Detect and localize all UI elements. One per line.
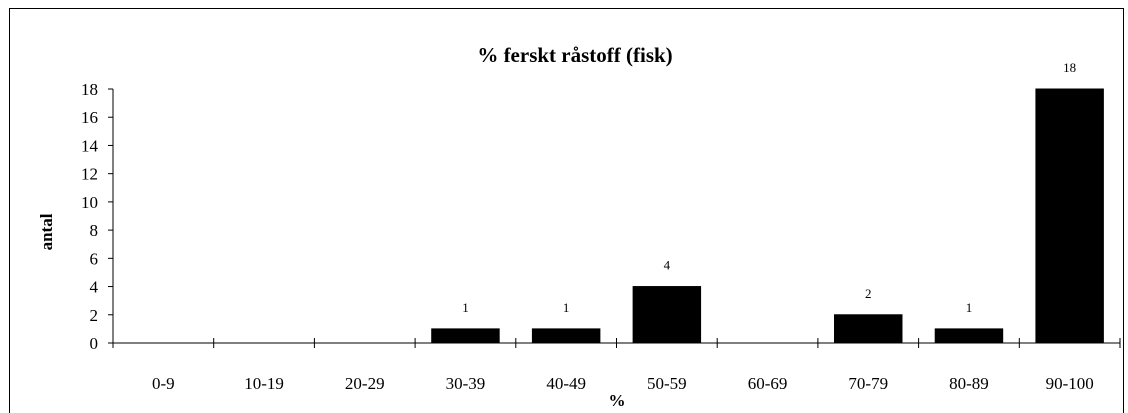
category-label: 50-59 — [647, 374, 687, 393]
y-tick-label: 12 — [81, 165, 98, 184]
y-tick-label: 18 — [81, 80, 98, 99]
data-label: 1 — [966, 300, 973, 315]
data-label: 1 — [462, 300, 469, 315]
bar — [934, 328, 1004, 344]
y-tick-label: 0 — [90, 334, 99, 353]
chart-frame — [9, 8, 1124, 413]
y-tick-label: 4 — [90, 278, 99, 297]
y-tick-label: 2 — [90, 306, 99, 325]
category-label: 0-9 — [152, 374, 175, 393]
category-label: 60-69 — [748, 374, 788, 393]
bar — [834, 314, 903, 344]
x-axis-label: % — [609, 391, 626, 409]
data-label: 18 — [1063, 60, 1076, 75]
y-tick-label: 16 — [81, 108, 98, 127]
y-tick-label: 6 — [90, 249, 99, 268]
y-tick-label: 14 — [81, 136, 99, 155]
bar — [531, 328, 601, 344]
category-label: 40-49 — [546, 374, 586, 393]
y-tick-label: 10 — [81, 193, 98, 212]
category-label: 20-29 — [345, 374, 385, 393]
y-axis-label: antal — [37, 213, 56, 250]
data-label: 4 — [664, 258, 671, 273]
category-label: 80-89 — [949, 374, 989, 393]
bar — [632, 286, 702, 344]
category-label: 10-19 — [244, 374, 284, 393]
category-label: 90-100 — [1046, 374, 1094, 393]
y-tick-label: 8 — [90, 221, 99, 240]
bar — [1035, 88, 1104, 344]
category-label: 30-39 — [446, 374, 486, 393]
data-label: 2 — [865, 286, 872, 301]
category-label: 70-79 — [848, 374, 888, 393]
data-label: 1 — [563, 300, 570, 315]
chart-title: % ferskt råstoff (fisk) — [477, 43, 672, 67]
bar — [431, 328, 500, 344]
